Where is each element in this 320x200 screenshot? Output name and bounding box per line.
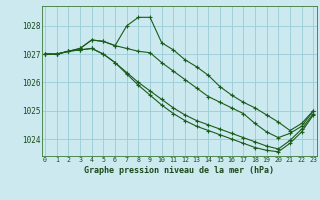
- X-axis label: Graphe pression niveau de la mer (hPa): Graphe pression niveau de la mer (hPa): [84, 166, 274, 175]
